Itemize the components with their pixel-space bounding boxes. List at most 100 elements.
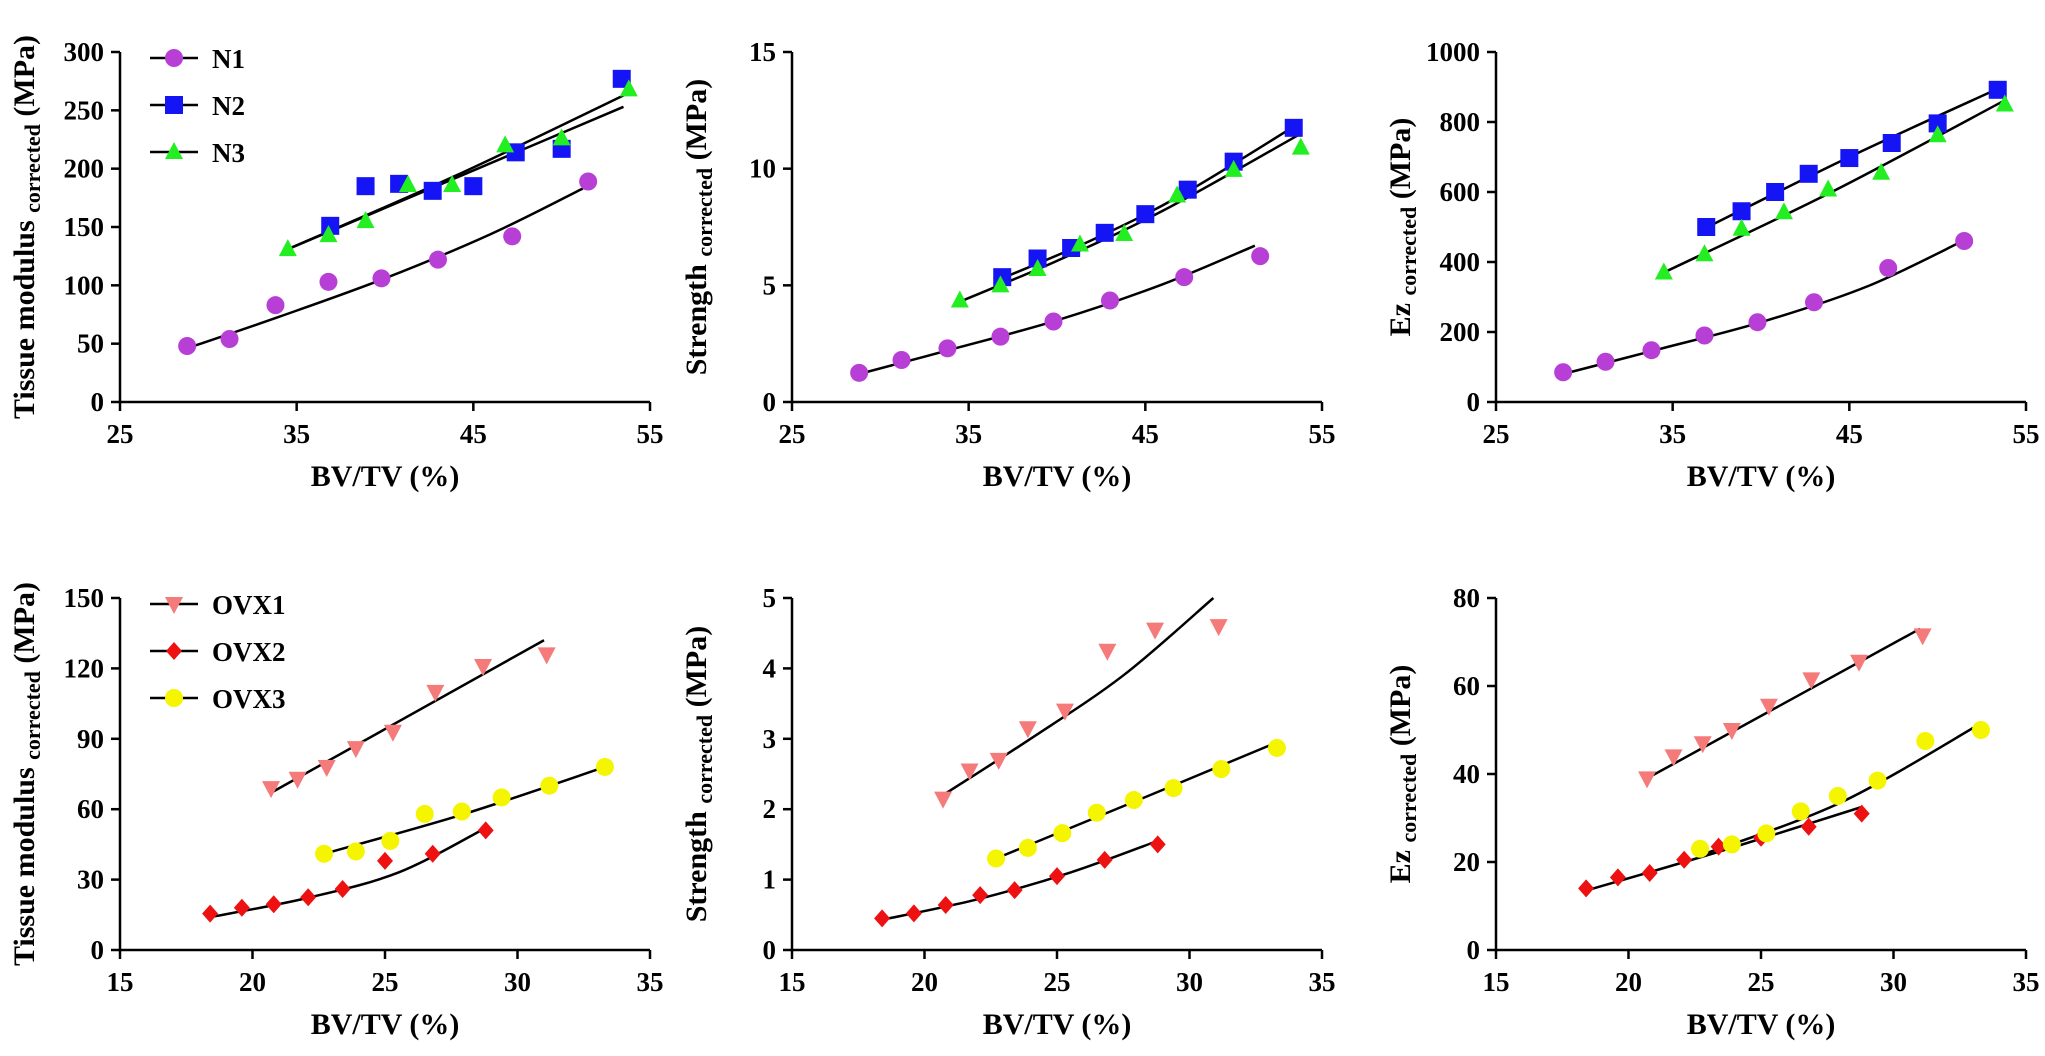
x-tick-label: 30 <box>1176 967 1203 997</box>
y-tick-label: 0 <box>91 935 105 965</box>
y-axis-title-unit: (MPa) <box>1384 118 1417 207</box>
data-point-n1 <box>892 351 911 369</box>
y-tick-label: 0 <box>1467 935 1481 965</box>
fit-line-ovx1 <box>270 639 545 794</box>
y-axis-title-subscript: corrected <box>1396 207 1421 296</box>
data-point-ovx2 <box>1676 850 1693 869</box>
series-n2 <box>321 69 631 235</box>
series-ovx1 <box>934 619 1228 809</box>
y-tick-label: 40 <box>1453 759 1480 789</box>
y-tick-label: 0 <box>1467 387 1481 417</box>
data-point-n2 <box>464 177 483 196</box>
x-tick-label: 55 <box>1309 419 1336 449</box>
data-point-ovx3 <box>415 804 434 823</box>
data-point-n1 <box>1101 291 1119 310</box>
chart-panel-p5: 0 1 2 3 4 5 15 20 25 30 35 BV/TV (%) Strength correc… <box>680 583 1336 1041</box>
legend-label-n2: N2 <box>212 91 245 121</box>
data-point-n1 <box>579 172 598 191</box>
fit-line-n1 <box>858 244 1256 376</box>
y-axis-title: Ez corrected (MPa) <box>1384 665 1421 884</box>
x-tick-label: 25 <box>372 967 399 997</box>
y-axis-title-subscript: corrected <box>20 671 45 760</box>
data-point-n1 <box>1695 326 1714 345</box>
data-point-ovx2 <box>1853 804 1870 823</box>
data-point-n2 <box>1840 149 1859 168</box>
y-tick-label: 200 <box>1440 317 1481 347</box>
y-tick-label: 2 <box>763 794 777 824</box>
x-axis-title: BV/TV (%) <box>311 1008 460 1041</box>
legend-marker-n2 <box>165 96 183 114</box>
data-point-n2 <box>1178 180 1197 199</box>
data-point-ovx3 <box>346 842 365 861</box>
data-point-ovx3 <box>1267 738 1286 757</box>
data-point-n1 <box>178 337 197 355</box>
data-point-ovx1 <box>1018 721 1037 739</box>
x-tick-label: 20 <box>911 967 938 997</box>
y-tick-label: 0 <box>763 387 777 417</box>
x-tick-label: 45 <box>1132 419 1159 449</box>
data-point-n3 <box>1115 224 1134 241</box>
data-point-ovx1 <box>262 781 281 799</box>
data-point-ovx3 <box>1971 721 1990 739</box>
data-point-ovx2 <box>1006 881 1023 900</box>
y-tick-label: 400 <box>1440 247 1481 277</box>
data-point-n1 <box>938 339 957 358</box>
series-n3 <box>1654 94 2014 280</box>
y-tick-label: 10 <box>749 154 776 184</box>
y-axis-title-main: Tissue modulus <box>8 213 41 419</box>
data-point-n2 <box>1284 118 1303 137</box>
data-point-ovx1 <box>474 659 493 677</box>
data-point-ovx3 <box>1164 779 1183 798</box>
data-point-ovx2 <box>905 904 922 923</box>
data-point-n3 <box>991 275 1010 293</box>
fit-line-ovx1 <box>1646 627 1921 780</box>
data-point-n3 <box>356 211 375 229</box>
legend-label-n1: N1 <box>212 44 245 74</box>
data-point-n1 <box>1879 258 1898 277</box>
data-point-ovx3 <box>1018 838 1037 857</box>
data-point-ovx3 <box>1828 787 1847 805</box>
y-axis-title-unit: (MPa) <box>8 35 41 124</box>
data-point-ovx3 <box>595 757 614 776</box>
data-point-n1 <box>266 296 285 315</box>
y-axis-title-unit: (MPa) <box>1384 665 1417 754</box>
x-tick-label: 45 <box>460 419 487 449</box>
data-point-ovx2 <box>1049 867 1065 886</box>
series-ovx2 <box>202 821 494 923</box>
data-point-ovx1 <box>426 684 445 702</box>
y-tick-label: 20 <box>1453 847 1480 877</box>
x-tick-label: 35 <box>637 967 664 997</box>
data-point-ovx1 <box>1209 619 1228 637</box>
data-point-n3 <box>398 175 417 192</box>
data-point-ovx2 <box>1578 879 1595 898</box>
data-point-n2 <box>1928 114 1947 133</box>
series-ovx1 <box>1638 628 1932 789</box>
legend-marker-n3 <box>165 142 183 159</box>
data-point-n3 <box>1695 244 1714 262</box>
legend-label-n3: N3 <box>212 138 245 168</box>
data-point-n2 <box>612 69 631 88</box>
data-point-n2 <box>1095 223 1114 242</box>
y-tick-label: 4 <box>763 653 777 683</box>
data-point-n1 <box>1596 352 1615 371</box>
y-axis-title-main: Strength <box>680 804 713 923</box>
y-tick-label: 150 <box>64 212 105 242</box>
data-point-ovx2 <box>202 904 219 923</box>
data-point-ovx1 <box>1850 654 1869 672</box>
data-point-n1 <box>1955 232 1974 250</box>
data-point-n3 <box>496 135 515 153</box>
x-axis-title: BV/TV (%) <box>1687 460 1836 493</box>
legend-marker-ovx2 <box>166 642 182 660</box>
data-point-n3 <box>950 290 969 308</box>
data-point-ovx3 <box>492 788 511 807</box>
fit-line-ovx1 <box>942 597 1215 797</box>
data-point-ovx3 <box>1212 760 1231 779</box>
legend-label-ovx1: OVX1 <box>212 590 286 620</box>
y-axis-title-subscript: corrected <box>1396 754 1421 843</box>
y-axis-title-unit: (MPa) <box>8 582 41 671</box>
legend-label-ovx3: OVX3 <box>212 684 286 714</box>
data-point-ovx2 <box>1096 850 1113 869</box>
x-tick-label: 55 <box>637 419 664 449</box>
series-ovx1 <box>262 647 556 799</box>
data-point-ovx3 <box>1691 839 1710 858</box>
